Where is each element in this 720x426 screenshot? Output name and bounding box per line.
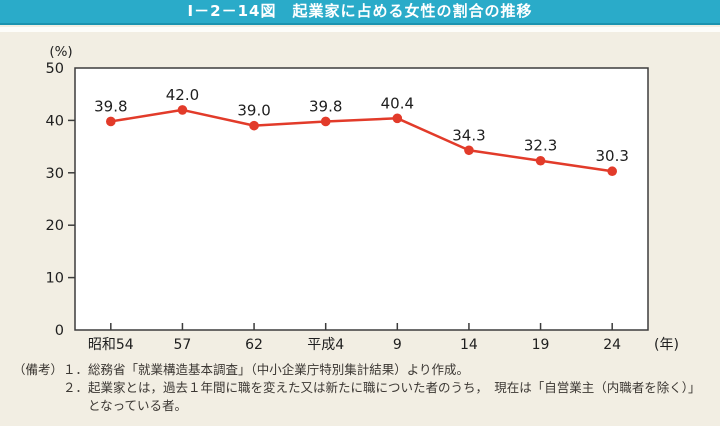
data-label: 42.0 xyxy=(166,86,199,104)
data-label: 39.8 xyxy=(309,97,342,115)
x-tick-label: 9 xyxy=(393,337,402,353)
data-label: 39.8 xyxy=(94,97,127,115)
series-line xyxy=(110,108,613,173)
note-item: ２． 起業家とは，過去１年間に職を変えた又は新たに職についた者のうち， 現在は「自… xyxy=(63,379,713,415)
note-text-line: となっている者。 xyxy=(88,398,188,413)
data-label: 39.0 xyxy=(237,102,270,120)
data-point xyxy=(249,120,259,131)
y-tick-label: 30 xyxy=(46,166,64,182)
note-item: １． 総務省「就業構造基本調査」（中小企業庁特別集計結果）より作成。 xyxy=(63,361,713,379)
note-text-line: 起業家とは，過去１年間に職を変えた又は新たに職についた者のうち， 現在は「自営業… xyxy=(88,380,701,395)
notes: （備考） １． 総務省「就業構造基本調査」（中小企業庁特別集計結果）より作成。 ２．… xyxy=(13,361,713,415)
x-tick-label: 19 xyxy=(532,337,550,353)
x-tick-label: 62 xyxy=(245,337,263,353)
y-axis-unit-label: (%) xyxy=(49,44,72,60)
note-number: ２． xyxy=(63,380,89,395)
x-axis-unit-label: (年) xyxy=(654,337,679,353)
x-tick-label: 平成4 xyxy=(307,337,344,353)
y-tick-label: 50 xyxy=(46,61,64,77)
plot-frame xyxy=(74,67,649,331)
x-tick-label: 57 xyxy=(174,337,192,353)
y-tick-label: 0 xyxy=(55,323,64,339)
header-separator xyxy=(0,27,720,32)
notes-label: （備考） xyxy=(13,362,64,377)
note-text-line: 総務省「就業構造基本調査」（中小企業庁特別集計結果）より作成。 xyxy=(88,362,470,377)
data-label: 32.3 xyxy=(524,137,557,155)
note-text: 総務省「就業構造基本調査」（中小企業庁特別集計結果）より作成。 xyxy=(88,361,713,379)
data-label: 30.3 xyxy=(595,147,628,165)
data-point xyxy=(607,166,617,177)
x-tick-label: 昭和54 xyxy=(88,337,134,353)
x-tick-label: 14 xyxy=(460,337,478,353)
y-tick-label: 20 xyxy=(46,218,64,234)
data-point xyxy=(535,155,546,166)
data-point xyxy=(320,116,331,127)
x-tick-label: 24 xyxy=(603,337,621,353)
note-text: 起業家とは，過去１年間に職を変えた又は新たに職についた者のうち， 現在は「自営業… xyxy=(88,379,713,415)
data-label: 34.3 xyxy=(452,126,485,144)
data-point xyxy=(464,145,474,156)
data-point xyxy=(106,116,116,127)
data-label: 40.4 xyxy=(381,94,414,112)
line-chart-svg: 0 10 20 30 40 50(%) 昭和54 57 62 平成4 9 14 19 24 (年) 39.8 4… xyxy=(46,44,679,353)
note-number: １． xyxy=(63,362,89,377)
data-point xyxy=(392,113,403,124)
notes-items: １． 総務省「就業構造基本調査」（中小企業庁特別集計結果）より作成。 ２． 起業家とは… xyxy=(63,361,713,415)
data-point xyxy=(177,105,188,115)
y-tick-label: 10 xyxy=(46,271,64,287)
figure-title: Ⅰ－2－14図 起業家に占める女性の割合の推移 xyxy=(187,2,533,20)
line-chart: 0 10 20 30 40 50 (%) 昭和54 57 62 平成4 9 14 19 24 (年) 39.8 4… xyxy=(46,44,679,353)
figure-title-bar: Ⅰ－2－14図 起業家に占める女性の割合の推移 xyxy=(0,0,720,25)
y-tick-label: 40 xyxy=(46,113,64,129)
